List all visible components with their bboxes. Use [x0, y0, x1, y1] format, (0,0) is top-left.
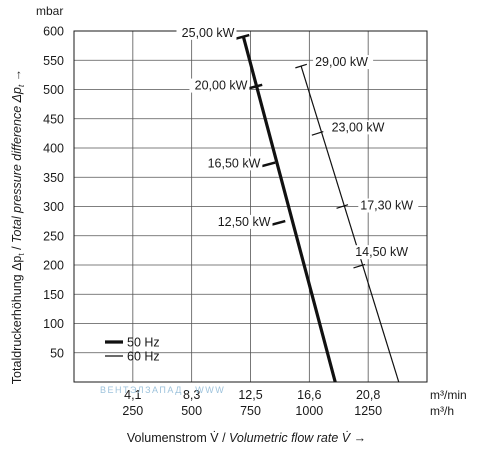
power-label: 23,00 kW: [332, 120, 385, 134]
x-tick-label-m3h: 1000: [295, 404, 323, 418]
y-tick-label: 50: [50, 346, 64, 360]
x-tick-label-m3h: 500: [181, 404, 202, 418]
power-tick: [271, 219, 286, 226]
y-tick-label: 100: [43, 317, 64, 331]
power-label: 14,50 kW: [355, 245, 408, 259]
x-label-italic: Volumetric flow rate V̇: [229, 431, 352, 445]
y-tick-label: 500: [43, 83, 64, 97]
power-label: 12,50 kW: [218, 215, 271, 229]
y-label-subscript: t: [17, 253, 26, 256]
power-label-bg: [189, 78, 250, 93]
power-label-bg: [329, 120, 390, 135]
x-tick-label-m3min: 16,6: [297, 388, 321, 402]
y-axis-unit: mbar: [36, 4, 63, 18]
x-tick-label-m3min: 4,1: [124, 388, 141, 402]
y-tick-label: 350: [43, 171, 64, 185]
y-label-italic-subscript: t: [17, 84, 26, 87]
y-tick-label: 200: [43, 259, 64, 273]
legend-entry: 50 Hz: [127, 336, 160, 350]
y-tick-label: 600: [43, 25, 64, 39]
x-tick-label-m3min: 8,3: [183, 388, 200, 402]
power-tick: [295, 63, 308, 69]
series-line-50-hz: [241, 36, 337, 383]
power-tick: [336, 204, 349, 209]
power-label: 29,00 kW: [315, 55, 368, 69]
y-axis-label: Totaldruckerhöhung Δpt / Total pressure …: [10, 69, 26, 384]
y-label-italic: Total pressure difference Δp: [10, 87, 24, 243]
y-tick-label: 250: [43, 229, 64, 243]
plot-frame: [73, 30, 428, 383]
power-tick: [235, 33, 250, 40]
y-tick-label: 450: [43, 112, 64, 126]
power-label-bg: [202, 156, 263, 171]
y-tick-labels: 600 550 500 450 400 350 300 250 200 150 100 50: [43, 25, 64, 361]
y-label-arrow: →: [10, 69, 24, 85]
power-label-bg: [212, 214, 273, 229]
power-tick: [261, 161, 276, 168]
power-label: 25,00 kW: [182, 26, 235, 40]
y-label-middle: /: [10, 243, 24, 253]
y-tick-label: 400: [43, 142, 64, 156]
x-axis-label: Volumenstrom V̇ / Volumetric flow rate V…: [127, 431, 366, 445]
series-line-60-hz: [300, 65, 400, 383]
power-label: 17,30 kW: [360, 199, 413, 213]
power-label: 16,50 kW: [208, 156, 261, 170]
power-label-bg: [176, 25, 237, 40]
power-tick: [311, 131, 324, 136]
y-tick-label: 550: [43, 54, 64, 68]
y-tick-label: 150: [43, 288, 64, 302]
x-unit-m3min: m³/min: [430, 388, 467, 402]
power-tick: [353, 263, 366, 269]
legend-entry: 60 Hz: [127, 350, 160, 364]
power-label-bg: [313, 55, 374, 70]
x-unit-m3h: m³/h: [430, 404, 454, 418]
x-tick-label-m3min: 20,8: [356, 388, 380, 402]
power-label: 20,00 kW: [195, 79, 248, 93]
x-tick-label-m3h: 250: [122, 404, 143, 418]
y-label-prefix: Totaldruckerhöhung Δp: [10, 256, 24, 385]
x-tick-label-m3h: 1250: [354, 404, 382, 418]
x-tick-label-m3h: 750: [240, 404, 261, 418]
series-layer: 25,00 kW 20,00 kW 16,50 kW 12,50 kW 29,00 kW…: [176, 25, 419, 383]
power-tick: [248, 83, 263, 90]
x-label-prefix: Volumenstrom V̇ /: [127, 431, 229, 445]
x-tick-label-m3min: 12,5: [238, 388, 262, 402]
y-tick-label: 300: [43, 200, 64, 214]
power-label-bg: [353, 245, 414, 260]
x-label-arrow: →: [350, 431, 366, 445]
x-tick-labels: 4,1 250 8,3 500 12,5 750 16,6 1000 20,8 1250: [122, 388, 382, 418]
watermark: ВЕНТЭЛЗАПАД · WWW: [100, 385, 225, 395]
power-label-bg: [358, 198, 419, 213]
